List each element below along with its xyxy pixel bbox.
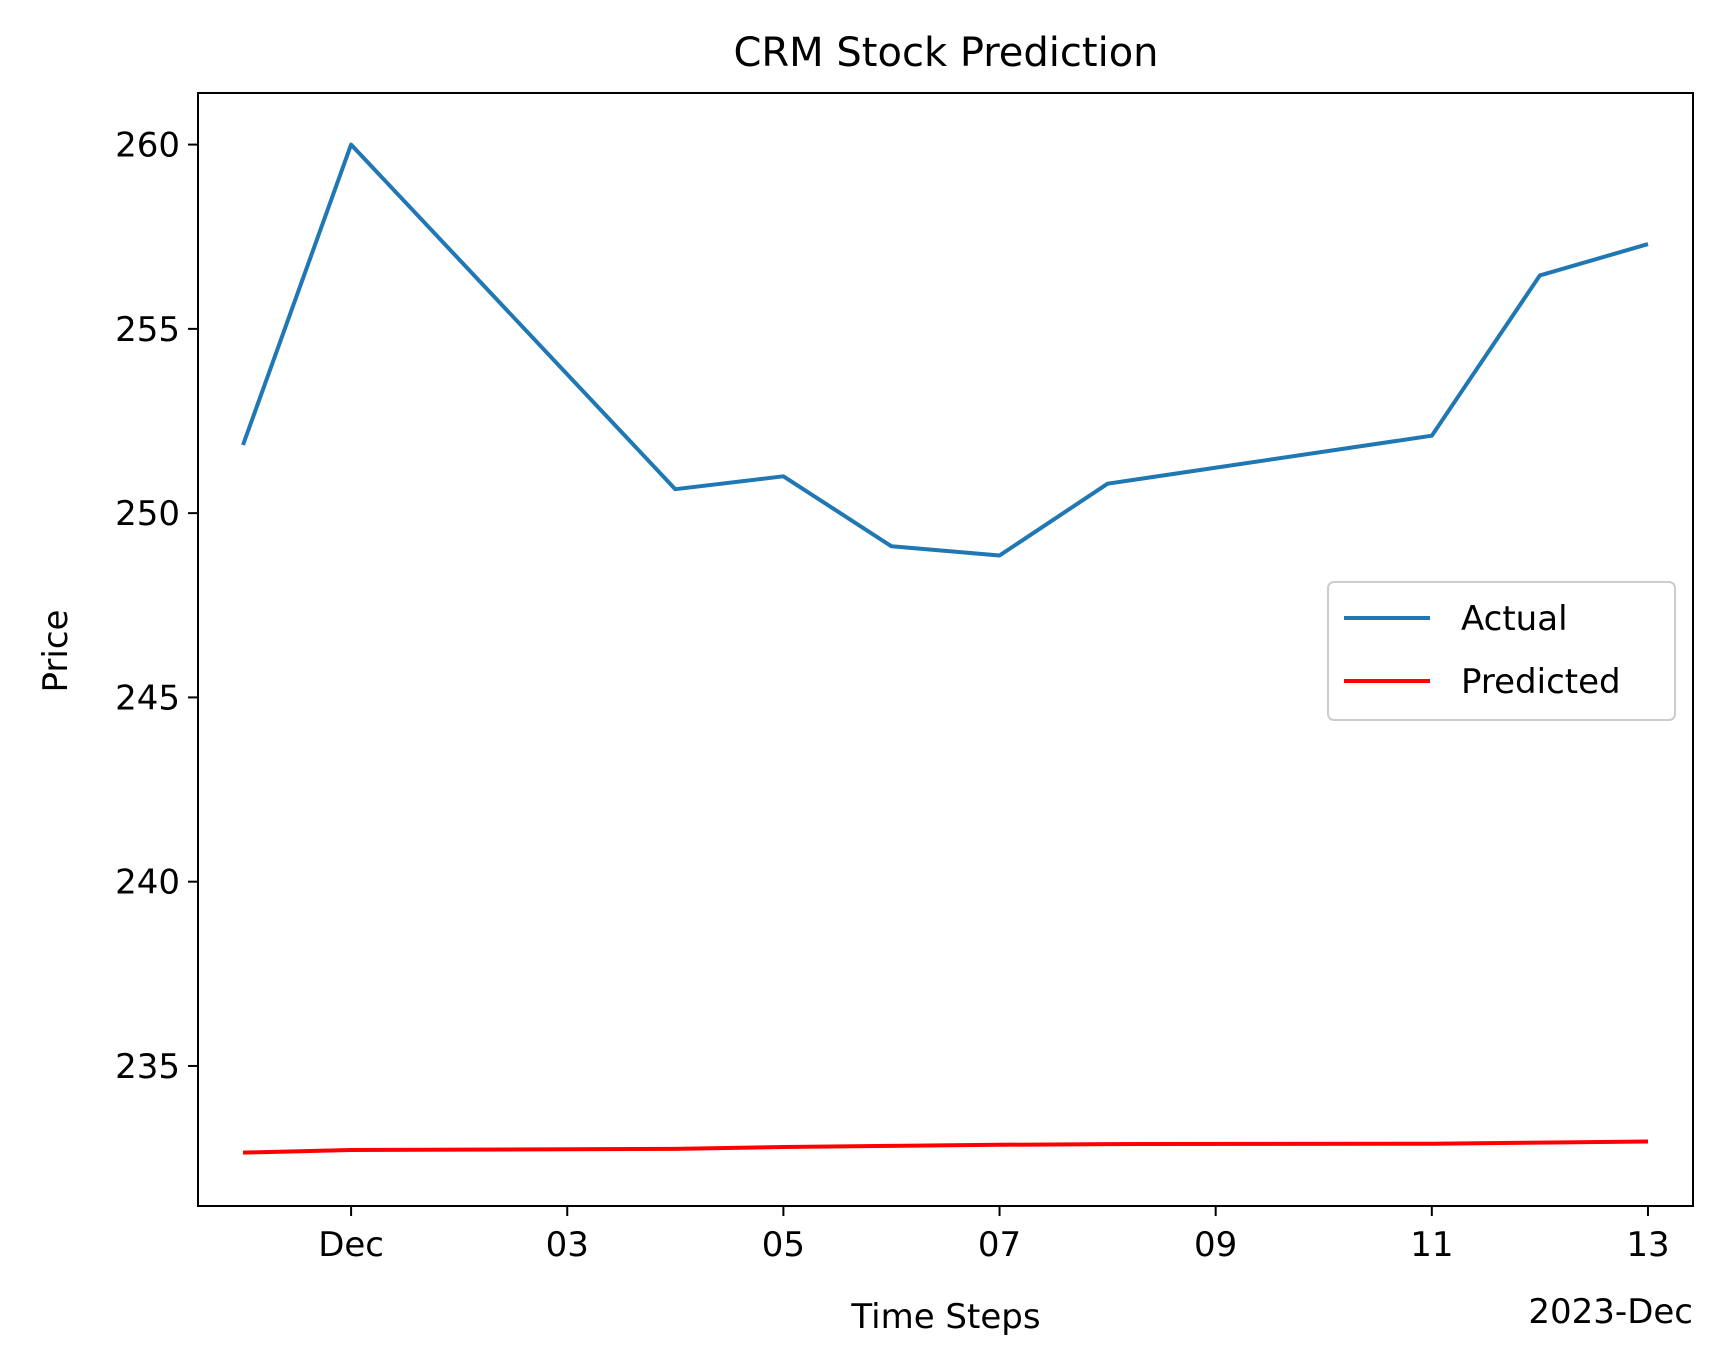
- legend: Actual Predicted: [1327, 581, 1676, 721]
- y-tick-label: 255: [115, 310, 180, 350]
- x-axis: Dec 03 05 07 09 11 13: [318, 1206, 1670, 1265]
- plot-frame: [197, 92, 1694, 1207]
- chart-title: CRM Stock Prediction: [733, 30, 1158, 76]
- x-tick-label: 03: [546, 1225, 589, 1265]
- y-tick-label: 235: [115, 1047, 180, 1087]
- y-tick-label: 240: [115, 863, 180, 903]
- series-layer: [241, 142, 1649, 1155]
- series-line-predicted: [242, 1139, 1649, 1155]
- x-tick-label: 07: [978, 1225, 1021, 1265]
- legend-label: Actual: [1461, 599, 1568, 639]
- x-axis-label: Time Steps: [850, 1297, 1040, 1337]
- y-axis-label: Price: [36, 610, 76, 693]
- x-tick-label: 05: [762, 1225, 805, 1265]
- legend-label: Predicted: [1461, 662, 1621, 702]
- x-tick-label: 11: [1410, 1225, 1453, 1265]
- y-tick-label: 250: [115, 494, 180, 534]
- x-axis-offset-label: 2023-Dec: [1528, 1292, 1693, 1332]
- y-tick-label: 245: [115, 678, 180, 718]
- y-tick-label: 260: [115, 126, 180, 166]
- series-line-actual: [241, 142, 1649, 558]
- y-axis: 235 240 245 250 255 260: [115, 126, 198, 1087]
- x-tick-label: 13: [1626, 1225, 1669, 1265]
- x-tick-label: 09: [1194, 1225, 1237, 1265]
- x-tick-label: Dec: [318, 1225, 384, 1265]
